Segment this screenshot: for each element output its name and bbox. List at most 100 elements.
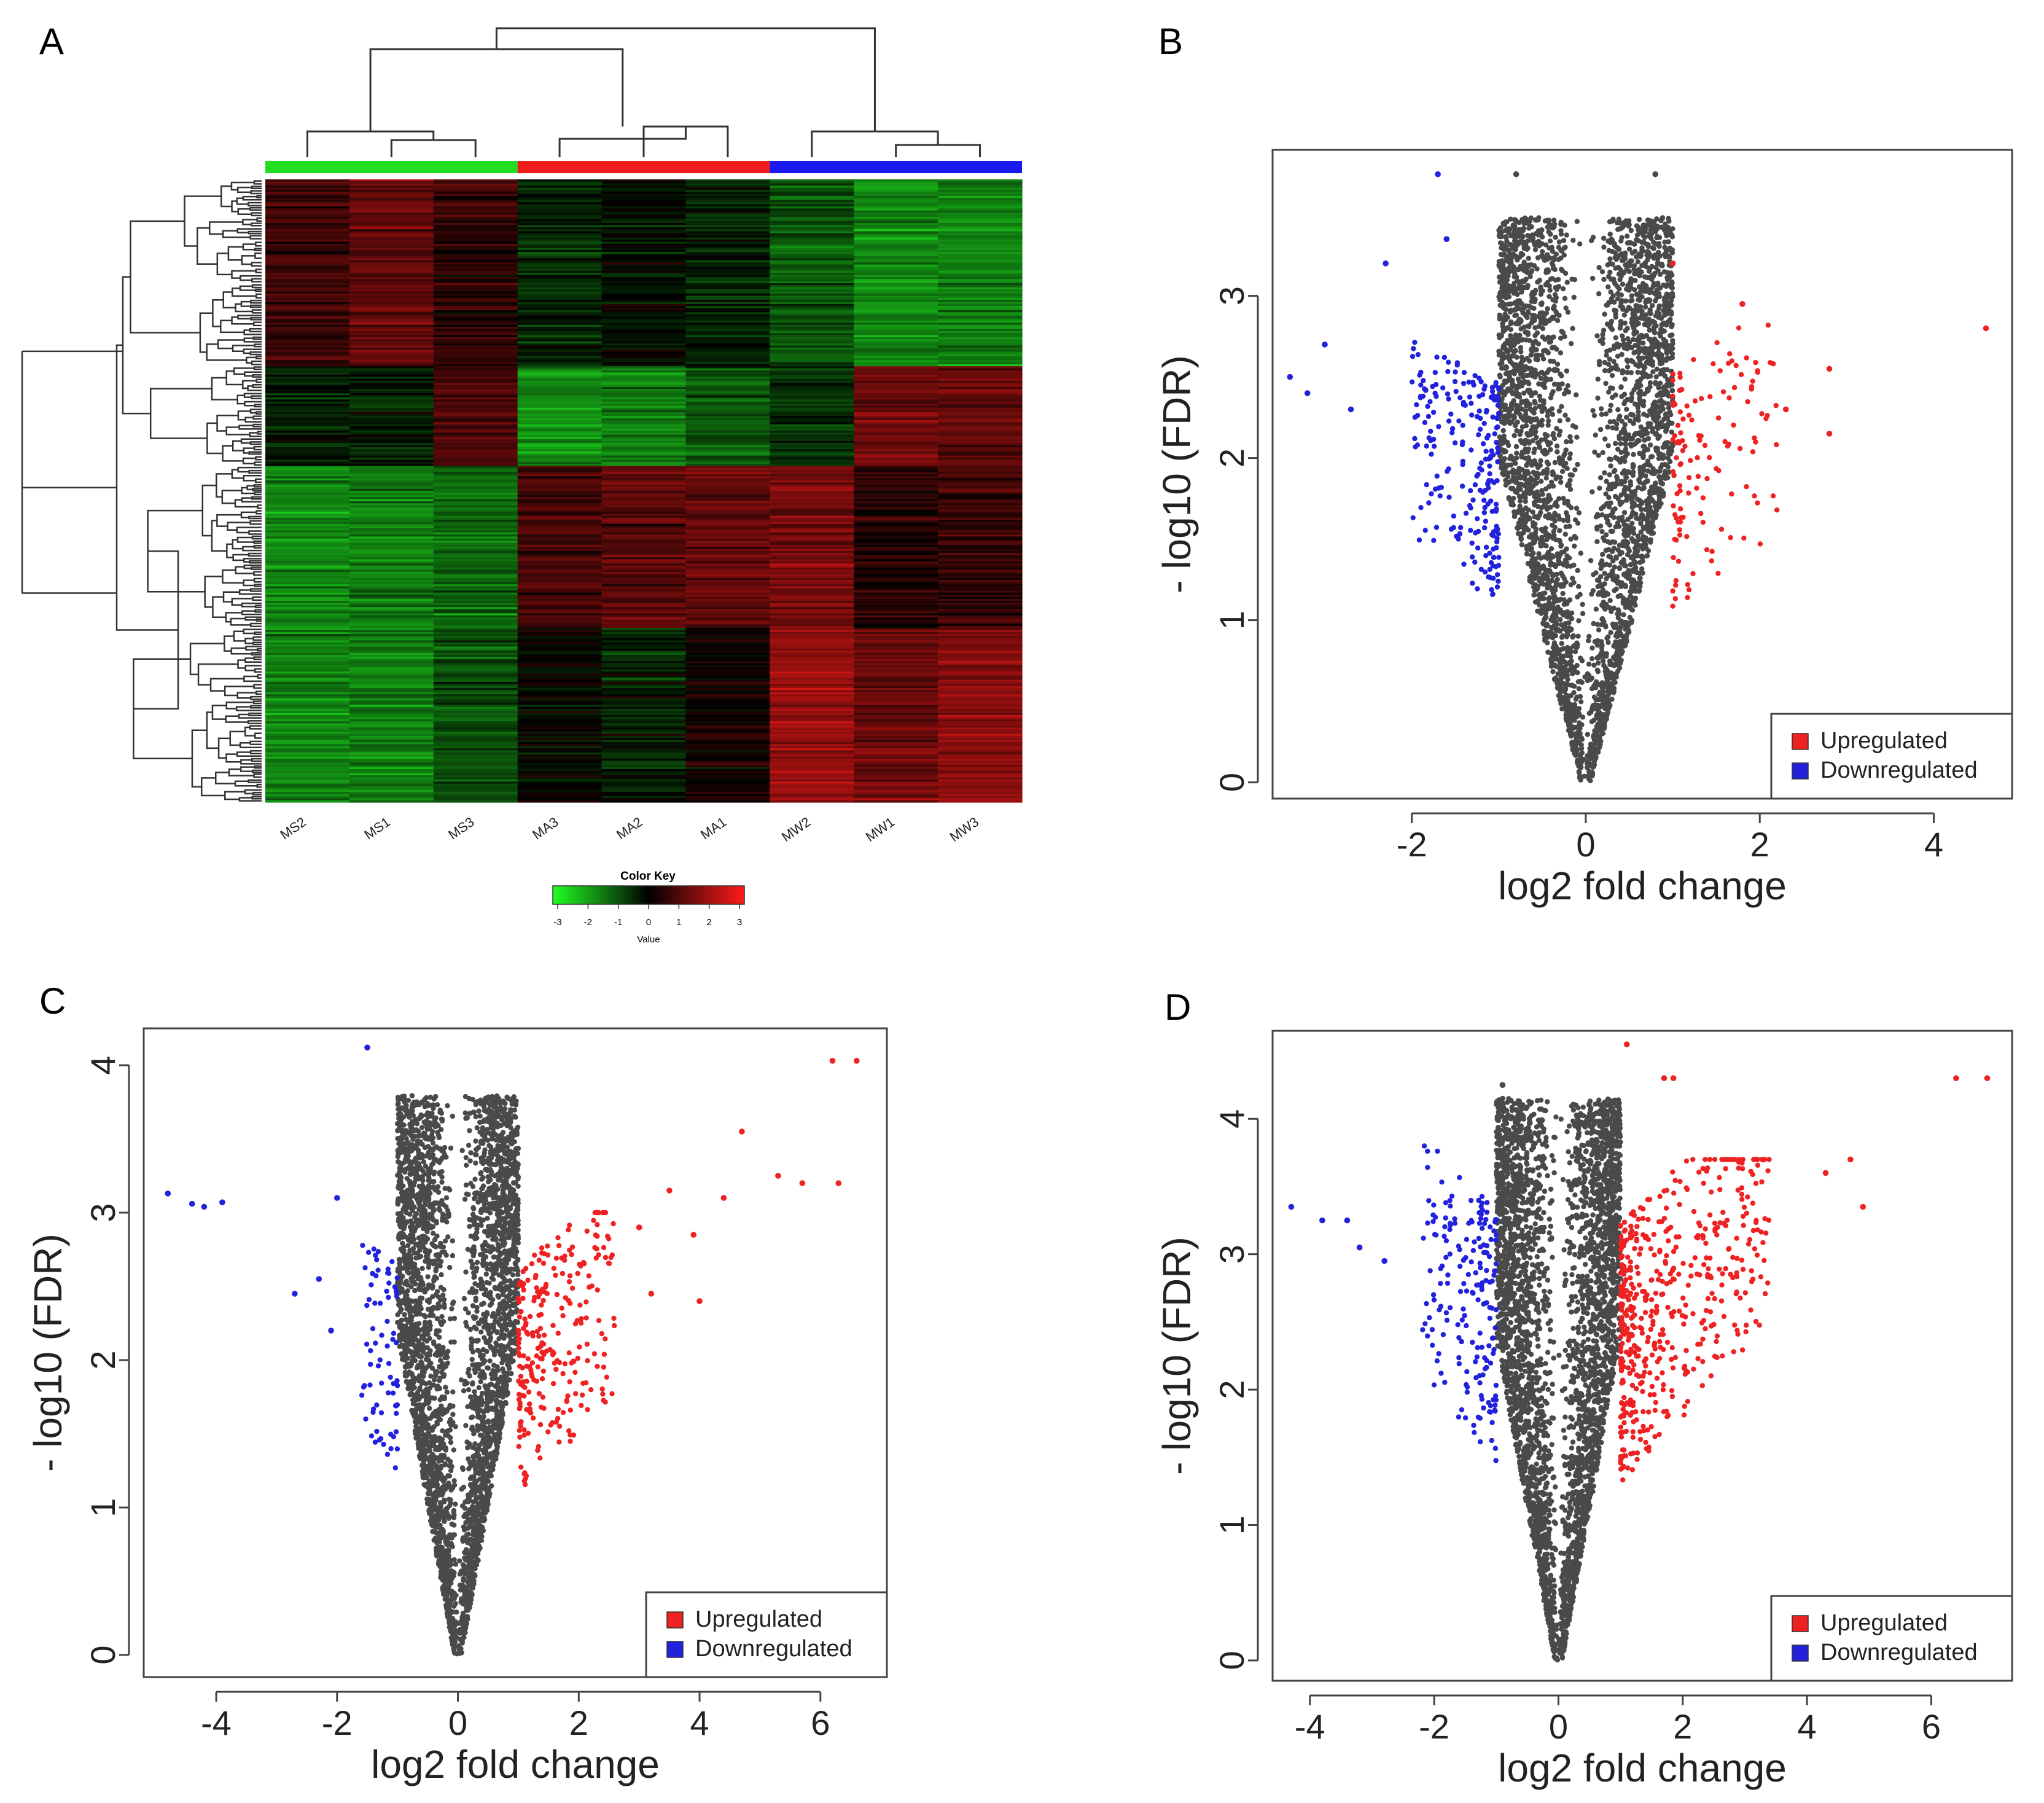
heatmap-cell: [601, 549, 687, 552]
heatmap-cell: [349, 351, 434, 354]
heatmap-cell: [349, 246, 434, 249]
heatmap-cell: [938, 341, 1023, 344]
heatmap-cell: [854, 260, 938, 263]
heatmap-cell: [265, 636, 350, 639]
heatmap-cell: [770, 478, 854, 481]
heatmap-cell: [601, 555, 687, 558]
heatmap-cell: [770, 451, 854, 454]
heatmap-cell: [685, 393, 770, 396]
heatmap-cell: [938, 615, 1023, 618]
heatmap-cell: [601, 671, 687, 675]
heatmap-cell: [349, 466, 434, 469]
heatmap-cell: [938, 746, 1023, 749]
point-not-significant: [1553, 235, 1558, 240]
heatmap-cell: [938, 713, 1023, 716]
point-not-significant: [1605, 262, 1610, 268]
heatmap-cell: [349, 484, 434, 487]
heatmap-cell: [517, 642, 603, 645]
heatmap-cell: [517, 769, 603, 772]
heatmap-cell: [854, 350, 938, 353]
heatmap-cell: [349, 678, 434, 681]
heatmap-cell: [770, 621, 854, 624]
heatmap-cell: [433, 372, 518, 375]
heatmap-cell: [601, 383, 687, 386]
heatmap-cell: [938, 399, 1023, 402]
heatmap-cell: [601, 571, 687, 574]
heatmap-cell: [265, 437, 350, 440]
heatmap-cell: [433, 204, 518, 207]
heatmap-cell: [770, 252, 854, 255]
point-not-significant: [1553, 476, 1559, 482]
heatmap-cell: [685, 225, 770, 228]
heatmap-cell: [601, 214, 687, 217]
heatmap-cell: [685, 644, 770, 647]
heatmap-cell: [938, 542, 1023, 546]
heatmap-cell: [349, 509, 434, 512]
heatmap-cell: [938, 347, 1023, 350]
heatmap-cell: [433, 732, 518, 735]
heatmap-cell: [770, 524, 854, 527]
heatmap-cell: [685, 690, 770, 693]
row-dendrogram: [21, 180, 263, 802]
heatmap-cell: [938, 293, 1023, 296]
heatmap-cell: [601, 285, 687, 288]
heatmap-cell: [685, 350, 770, 353]
heatmap-cell: [938, 715, 1023, 718]
heatmap-cell: [685, 595, 770, 597]
heatmap-cell: [770, 688, 854, 691]
heatmap-cell: [601, 374, 687, 377]
heatmap-cell: [433, 326, 518, 329]
heatmap-cell: [601, 719, 687, 722]
heatmap-cell: [433, 756, 518, 759]
heatmap-cell: [770, 553, 854, 556]
heatmap-cell: [685, 615, 770, 618]
heatmap-cell: [601, 306, 687, 309]
heatmap-cell: [517, 514, 603, 517]
heatmap-cell: [685, 544, 770, 547]
heatmap-cell: [265, 741, 350, 745]
heatmap-cell: [265, 761, 350, 764]
heatmap-cell: [517, 613, 603, 616]
heatmap-cell: [265, 283, 350, 286]
point-not-significant: [1613, 440, 1618, 447]
heatmap-cell: [854, 744, 938, 747]
heatmap-cell: [517, 222, 603, 225]
heatmap-cell: [854, 378, 938, 381]
heatmap-cell: [770, 208, 854, 211]
heatmap-cell: [349, 306, 434, 309]
heatmap-cell: [349, 520, 434, 523]
heatmap-cell: [433, 293, 518, 296]
heatmap-cell: [517, 453, 603, 456]
heatmap-cell: [349, 401, 434, 404]
heatmap-cell: [349, 497, 434, 500]
heatmap-cell: [854, 445, 938, 448]
heatmap-cell: [433, 611, 518, 614]
heatmap-cell: [349, 696, 434, 699]
heatmap-cell: [770, 536, 854, 539]
heatmap-cell: [433, 624, 518, 627]
heatmap-cell: [601, 418, 687, 421]
heatmap-cell: [517, 756, 603, 759]
heatmap-cell: [685, 607, 770, 610]
heatmap-cell: [601, 522, 687, 525]
heatmap-cell: [349, 213, 434, 216]
heatmap-cell: [685, 732, 770, 735]
heatmap-cell: [770, 249, 854, 252]
heatmap-cell: [349, 437, 434, 440]
heatmap-cell: [685, 719, 770, 722]
heatmap-cell: [265, 690, 350, 693]
heatmap-cell: [433, 796, 518, 799]
heatmap-cell: [770, 534, 854, 537]
heatmap-cell: [685, 651, 770, 654]
heatmap-cell: [938, 794, 1023, 797]
heatmap-cell: [854, 364, 938, 367]
heatmap-cell: [517, 509, 603, 512]
heatmap-cell: [265, 576, 350, 579]
heatmap-cell: [938, 289, 1023, 292]
heatmap-cell: [601, 648, 687, 651]
heatmap-cell: [685, 574, 770, 577]
heatmap-cell: [854, 501, 938, 504]
heatmap-cell: [685, 733, 770, 737]
heatmap-cell: [433, 488, 518, 491]
heatmap-cell: [770, 783, 854, 786]
